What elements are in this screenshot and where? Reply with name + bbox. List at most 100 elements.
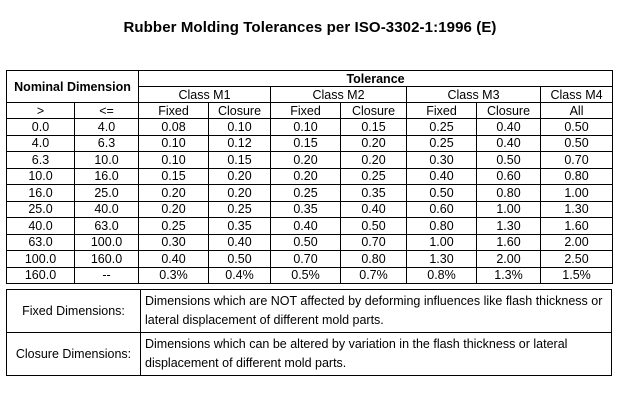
tolerance-cell: 1.30: [406, 250, 477, 268]
tolerance-cell: 0.30: [406, 151, 477, 169]
tolerance-cell: 1.30: [476, 217, 541, 235]
nominal-cell: 160.0: [6, 266, 75, 284]
tolerance-cell: 1.5%: [539, 266, 614, 284]
definitions-table: Fixed Dimensions: Dimensions which are N…: [6, 289, 612, 376]
tolerance-cell: 0.40: [406, 167, 477, 185]
tolerance-cell: 0.20: [340, 134, 407, 152]
tolerance-cell: 0.40: [208, 233, 271, 251]
nominal-cell: 40.0: [6, 217, 75, 235]
tolerance-cell: 2.00: [476, 250, 541, 268]
nominal-cell: 40.0: [74, 200, 139, 218]
nominal-cell: 4.0: [74, 118, 139, 136]
nominal-cell: 0.0: [6, 118, 75, 136]
tolerance-cell: 0.4%: [208, 266, 271, 284]
table-row: 6.3 10.0 0.10 0.15 0.20 0.20 0.30 0.50 0.70: [6, 151, 614, 169]
tolerance-cell: 0.60: [476, 167, 541, 185]
tolerance-cell: 0.50: [539, 118, 614, 136]
tolerance-cell: 0.50: [270, 233, 341, 251]
table-body: 0.0 4.0 0.08 0.10 0.10 0.15 0.25 0.40 0.50 4.0 6.3…: [6, 118, 614, 284]
tolerance-cell: 1.00: [406, 233, 477, 251]
table-row: 10.0 16.0 0.15 0.20 0.20 0.25 0.40 0.60 0.80: [6, 167, 614, 185]
tolerance-cell: 0.10: [138, 151, 209, 169]
tolerance-cell: 0.3%: [138, 266, 209, 284]
definition-label: Closure Dimensions:: [6, 332, 141, 376]
tolerance-cell: 0.15: [340, 118, 407, 136]
tolerance-cell: 0.50: [406, 184, 477, 202]
tolerance-cell: 0.70: [539, 151, 614, 169]
nominal-cell: 16.0: [6, 184, 75, 202]
tolerance-cell: 0.20: [208, 184, 271, 202]
tolerance-cell: 0.35: [340, 184, 407, 202]
column-header: Fixed: [270, 102, 341, 119]
tolerance-cell: 2.00: [539, 233, 614, 251]
nominal-cell: 100.0: [6, 250, 75, 268]
tolerance-cell: 0.70: [270, 250, 341, 268]
tolerance-cell: 1.3%: [476, 266, 541, 284]
tolerance-cell: 0.10: [270, 118, 341, 136]
tolerance-cell: 0.25: [138, 217, 209, 235]
tolerance-cell: 0.25: [406, 134, 477, 152]
column-header: >: [6, 102, 75, 119]
tolerance-cell: 0.35: [270, 200, 341, 218]
class-header: Class M2: [270, 86, 407, 103]
class-header: Class M4: [539, 86, 614, 103]
tolerance-cell: 0.20: [340, 151, 407, 169]
table-row: 160.0 -- 0.3% 0.4% 0.5% 0.7% 0.8% 1.3% 1.5%: [6, 266, 614, 284]
definition-label: Fixed Dimensions:: [6, 289, 141, 333]
tolerance-cell: 0.15: [138, 167, 209, 185]
tolerance-cell: 0.40: [138, 250, 209, 268]
tolerance-cell: 0.80: [476, 184, 541, 202]
column-header: Closure: [208, 102, 271, 119]
nominal-cell: --: [74, 266, 139, 284]
tolerance-cell: 0.40: [340, 200, 407, 218]
tolerance-cell: 0.7%: [340, 266, 407, 284]
tolerance-cell: 1.30: [539, 200, 614, 218]
tolerance-cell: 0.20: [270, 151, 341, 169]
tolerance-cell: 0.20: [138, 184, 209, 202]
tolerance-table: Nominal Dimension Tolerance Class M1 Cla…: [6, 70, 614, 284]
tolerance-cell: 0.80: [406, 217, 477, 235]
tolerance-cell: 0.5%: [270, 266, 341, 284]
column-header: Fixed: [406, 102, 477, 119]
tolerance-cell: 0.60: [406, 200, 477, 218]
nominal-cell: 16.0: [74, 167, 139, 185]
table-row: 0.0 4.0 0.08 0.10 0.10 0.15 0.25 0.40 0.50: [6, 118, 614, 136]
tolerance-cell: 0.40: [270, 217, 341, 235]
nominal-cell: 10.0: [6, 167, 75, 185]
tolerance-cell: 0.10: [208, 118, 271, 136]
column-header: All: [539, 102, 614, 119]
column-header: Closure: [476, 102, 541, 119]
nominal-cell: 160.0: [74, 250, 139, 268]
table-row: 16.0 25.0 0.20 0.20 0.25 0.35 0.50 0.80 1.00: [6, 184, 614, 202]
tolerance-cell: 0.20: [208, 167, 271, 185]
tolerance-cell: 0.20: [270, 167, 341, 185]
nominal-cell: 63.0: [74, 217, 139, 235]
tolerance-cell: 0.35: [208, 217, 271, 235]
tolerance-cell: 0.50: [340, 217, 407, 235]
table-row: 25.0 40.0 0.20 0.25 0.35 0.40 0.60 1.00 1.30: [6, 200, 614, 218]
class-header: Class M1: [138, 86, 271, 103]
column-header: <=: [74, 102, 139, 119]
nominal-dimension-header: Nominal Dimension: [6, 70, 139, 103]
tolerance-cell: 0.80: [340, 250, 407, 268]
nominal-cell: 25.0: [6, 200, 75, 218]
nominal-cell: 25.0: [74, 184, 139, 202]
definition-text: Dimensions which are NOT affected by def…: [140, 289, 612, 333]
tolerance-cell: 1.60: [539, 217, 614, 235]
class-header: Class M3: [406, 86, 541, 103]
tolerance-cell: 0.08: [138, 118, 209, 136]
tolerance-cell: 0.70: [340, 233, 407, 251]
tolerance-cell: 0.30: [138, 233, 209, 251]
tolerance-cell: 1.60: [476, 233, 541, 251]
tolerance-cell: 0.15: [208, 151, 271, 169]
tolerance-cell: 0.25: [406, 118, 477, 136]
definition-row: Closure Dimensions: Dimensions which can…: [6, 332, 612, 376]
nominal-cell: 4.0: [6, 134, 75, 152]
tolerance-cell: 0.15: [270, 134, 341, 152]
nominal-cell: 6.3: [6, 151, 75, 169]
tolerance-header: Tolerance: [137, 70, 614, 87]
tolerance-cell: 0.12: [208, 134, 271, 152]
table-row: 63.0 100.0 0.30 0.40 0.50 0.70 1.00 1.60 2.00: [6, 233, 614, 251]
column-header: Closure: [340, 102, 407, 119]
nominal-cell: 100.0: [74, 233, 139, 251]
